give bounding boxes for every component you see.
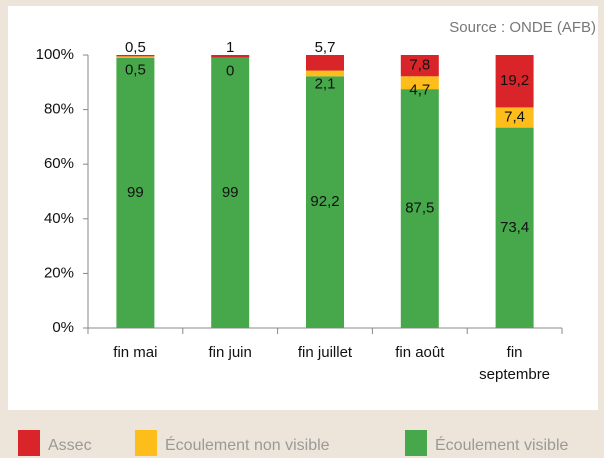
value-label: 0,5 [125,61,146,78]
value-label: 99 [222,184,239,201]
value-label: 7,4 [504,108,525,125]
value-label: 5,7 [315,39,336,56]
legend-label: Assec [48,437,92,454]
value-label: 7,8 [409,57,430,74]
legend-swatch [18,430,40,456]
value-label: 19,2 [500,72,529,89]
bar-segment [400,55,439,77]
y-tick-label: 40% [44,210,74,227]
legend-swatch [135,430,157,456]
value-label: 0,5 [125,39,146,56]
bar-segment [211,57,250,328]
bar-segment [306,55,344,71]
value-label: 4,7 [409,81,430,98]
bar-segment [495,127,534,328]
legend-label: Écoulement non visible [165,435,330,454]
x-tick-label: fin mai [113,344,158,361]
value-label: 1 [226,39,234,56]
y-tick-label: 60% [44,155,74,172]
value-label: 87,5 [405,200,434,217]
bar-segment [116,56,155,58]
bar-segment [495,107,534,128]
bar-segment [116,57,155,328]
bar-segment [306,76,344,328]
x-tick-label: fin août [395,344,445,361]
value-label: 92,2 [310,193,339,210]
source: Source : ONDE (AFB) [449,19,596,36]
bar-segment [116,55,155,57]
legend-swatch [405,430,427,456]
bar-segment [211,55,250,58]
bar-segment [400,89,439,328]
y-tick-label: 100% [36,46,74,63]
value-label: 73,4 [500,219,529,236]
value-label: 99 [127,184,144,201]
value-label: 0 [226,63,234,80]
x-tick-label: fin juin [208,344,252,361]
x-tick-label: fin septembre [479,344,551,383]
bar-segment [495,55,534,108]
y-tick-label: 20% [44,264,74,281]
y-tick-label: 0% [52,319,74,336]
y-tick-label: 80% [44,101,74,118]
x-tick-label: fin juillet [297,344,353,361]
bar-segment [306,70,344,77]
legend-label: Écoulement visible [435,435,569,454]
bar-segment [400,76,439,90]
value-label: 2,1 [315,76,336,93]
